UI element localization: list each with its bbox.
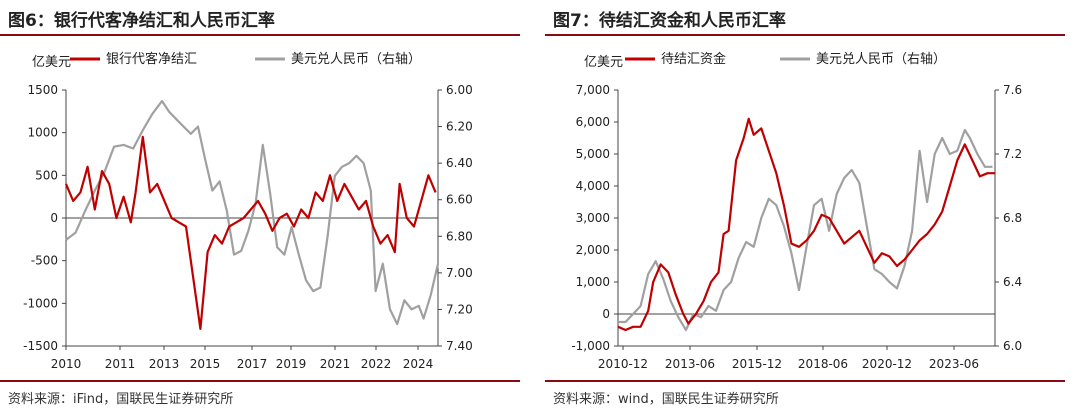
chart-title: 图6：银行代客净结汇和人民币汇率 (8, 11, 275, 31)
series-line-fx-rate (618, 128, 993, 332)
left-tick-label: 4,000 (576, 179, 610, 193)
chart-source: 资料来源：wind，国联民生证券研究所 (553, 392, 779, 407)
chart-fig6: 亿美元 银行代客净结汇 美元兑人民币（右轴） 1500 1000 500 0 -500 -100… (23, 51, 473, 371)
right-tick-label: 6.60 (446, 193, 473, 207)
left-tick-label: -1000 (23, 296, 58, 310)
y-axis-unit-label: 亿美元 (32, 55, 71, 70)
right-tick-label: 7.00 (446, 266, 473, 280)
x-tick-label: 2020-12 (862, 357, 912, 371)
x-tick-label: 2013-06 (665, 357, 715, 371)
left-tick-label: 6,000 (576, 115, 610, 129)
x-tick-label: 2019 (276, 357, 307, 371)
right-tick-label: 7.20 (446, 302, 473, 316)
x-tick-label: 2011 (105, 357, 136, 371)
left-tick-label: 2,000 (576, 243, 610, 257)
left-tick-label: 1,000 (576, 275, 610, 289)
x-tick-label: 2015-12 (732, 357, 782, 371)
legend-label: 美元兑人民币（右轴） (816, 52, 946, 67)
left-tick-label: -1500 (23, 339, 58, 353)
x-tick-label: 2015 (190, 357, 221, 371)
right-tick-label: 6.20 (446, 120, 473, 134)
legend-label: 待结汇资金 (661, 51, 726, 67)
left-tick-label: -500 (31, 254, 58, 268)
x-tick-label: 2024 (403, 357, 434, 371)
y-axis-unit-label: 亿美元 (584, 55, 623, 70)
right-tick-label: 6.00 (446, 83, 473, 97)
left-tick-label: 5,000 (576, 147, 610, 161)
right-tick-label: 7.2 (1003, 147, 1022, 161)
right-tick-label: 6.4 (1003, 275, 1022, 289)
right-tick-label: 6.0 (1003, 339, 1022, 353)
left-tick-label: 3,000 (576, 211, 610, 225)
x-tick-label: 2023-06 (929, 357, 979, 371)
chart-panel-fig7: 图7：待结汇资金和人民币汇率 亿美元 待结汇资金 美元兑人民币（右轴） 7,000 6,… (545, 0, 1065, 418)
left-tick-label: 0 (602, 307, 610, 321)
legend-label: 银行代客净结汇 (106, 51, 197, 67)
title-rule (0, 34, 520, 36)
right-tick-label: 6.40 (446, 156, 473, 170)
chart-panel-fig6: 图6：银行代客净结汇和人民币汇率 亿美元 银行代客净结汇 美元兑人民币（右轴） 150… (0, 0, 520, 418)
title-rule (545, 34, 1065, 36)
source-rule (0, 380, 520, 382)
series-line-primary (64, 135, 437, 330)
right-tick-label: 7.40 (446, 339, 473, 353)
series-line-fx-rate (65, 99, 440, 326)
x-tick-label: 2018-06 (798, 357, 848, 371)
chart-source: 资料来源：iFind，国联民生证券研究所 (8, 392, 234, 407)
left-tick-label: 500 (35, 168, 58, 182)
left-tick-label: 7,000 (576, 83, 610, 97)
series-line-primary (617, 117, 995, 332)
x-tick-label: 2013 (149, 357, 180, 371)
x-tick-label: 2010 (51, 357, 82, 371)
legend-label: 美元兑人民币（右轴） (291, 52, 421, 67)
x-tick-label: 2021 (320, 357, 351, 371)
left-tick-label: 1000 (27, 126, 58, 140)
chart-fig7: 亿美元 待结汇资金 美元兑人民币（右轴） 7,000 6,000 5,000 4,000 3,… (571, 51, 1022, 371)
right-tick-label: 6.80 (446, 229, 473, 243)
left-tick-label: 0 (50, 211, 58, 225)
left-tick-label: -1,000 (571, 339, 610, 353)
chart-title: 图7：待结汇资金和人民币汇率 (553, 11, 786, 31)
x-tick-label: 2017 (237, 357, 268, 371)
source-rule (545, 380, 1065, 382)
left-tick-label: 1500 (27, 83, 58, 97)
x-tick-label: 2022 (361, 357, 392, 371)
right-tick-label: 6.8 (1003, 211, 1022, 225)
x-tick-label: 2010-12 (598, 357, 648, 371)
right-tick-label: 7.6 (1003, 83, 1022, 97)
